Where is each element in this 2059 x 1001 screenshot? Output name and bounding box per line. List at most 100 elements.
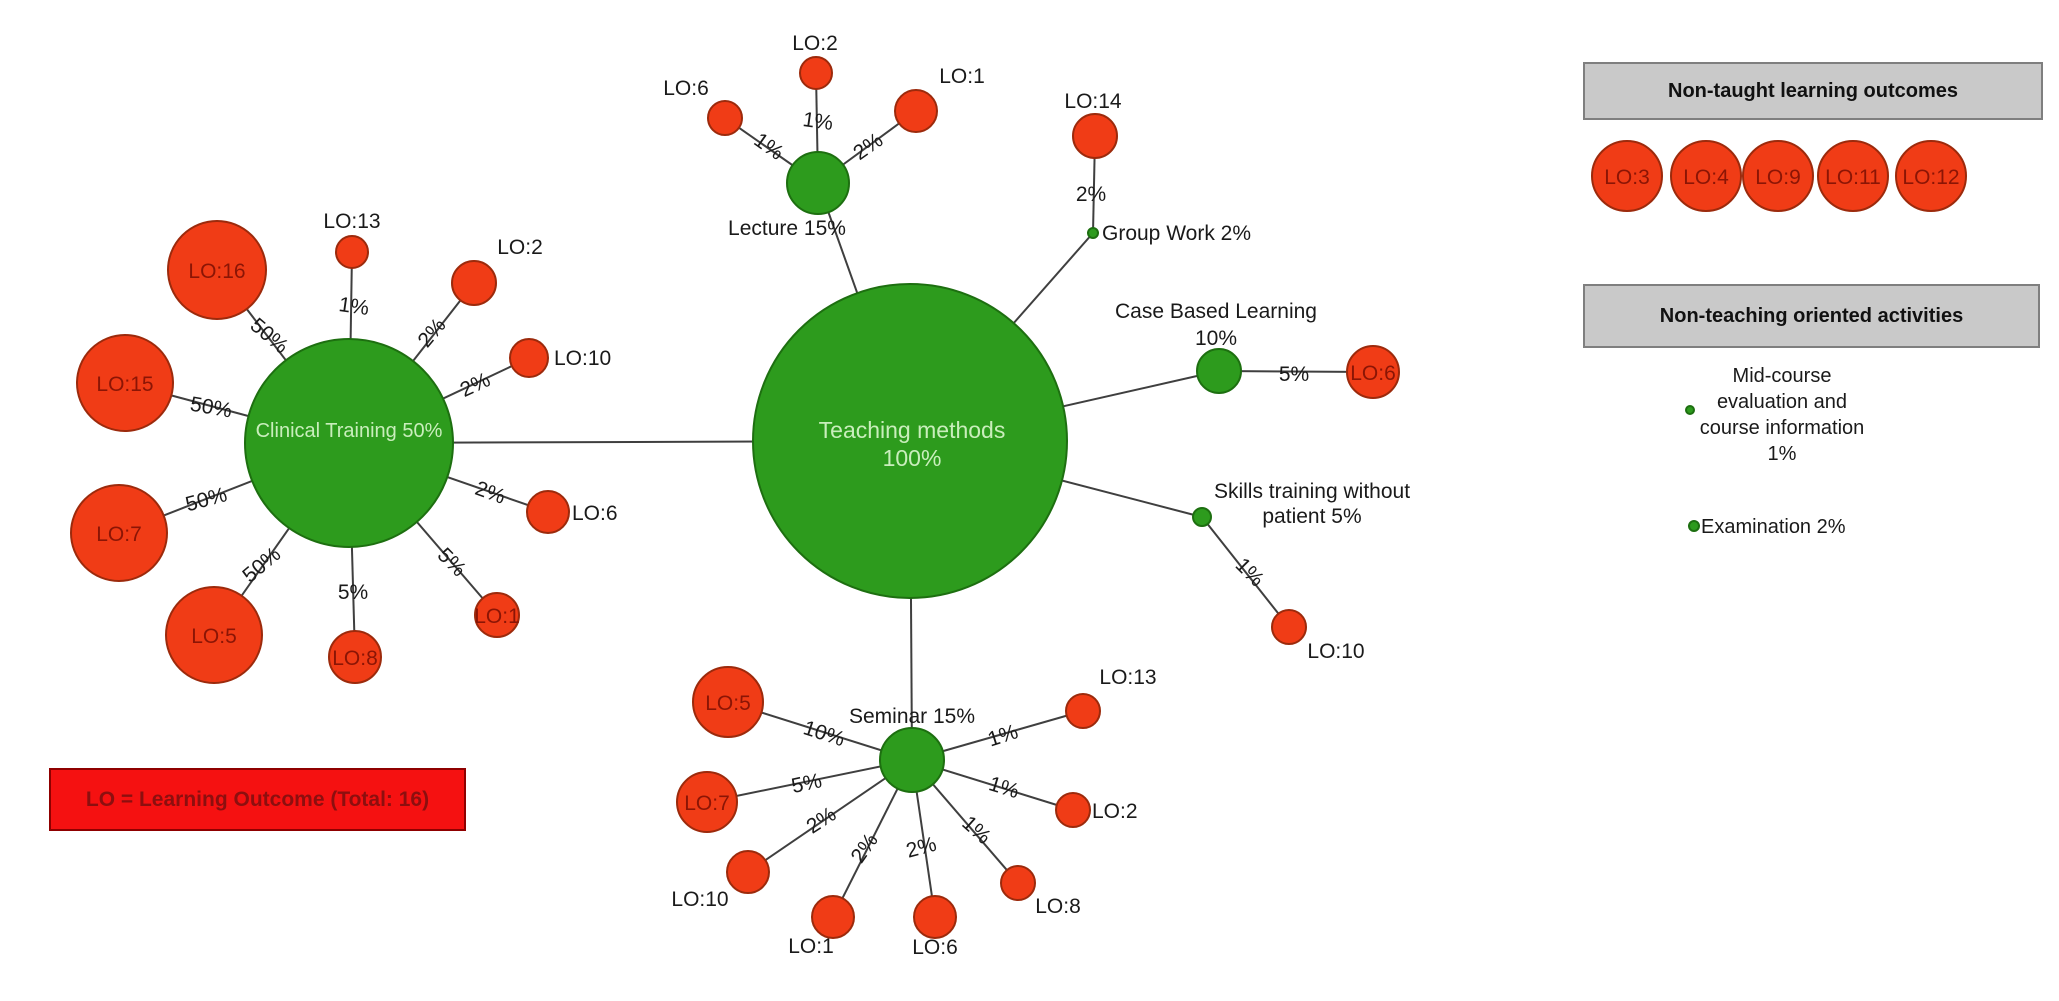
- label-g-lo14: LO:14: [1064, 90, 1122, 113]
- label-c-lo5: LO:5: [191, 625, 237, 648]
- edge-label-clinical-c-lo1: 5%: [433, 544, 471, 582]
- label-cb-lo6: LO:6: [1350, 362, 1396, 385]
- label-cbl: 10%: [1195, 327, 1237, 350]
- label-midcourse-dot: course information: [1700, 417, 1865, 439]
- node-midcourse-dot: [1685, 405, 1695, 415]
- label-n-lo3: LO:3: [1604, 166, 1650, 189]
- label-midcourse-dot: Mid-course: [1733, 365, 1832, 387]
- label-teaching: Teaching methods: [819, 417, 1006, 443]
- label-se-lo2: LO:2: [1092, 800, 1138, 823]
- label-se-lo1: LO:1: [788, 935, 834, 958]
- edge-label-clinical-c-lo13: 1%: [337, 293, 370, 320]
- edge-label-clinical-c-lo6: 2%: [472, 477, 508, 509]
- label-midcourse-dot: evaluation and: [1717, 391, 1847, 413]
- label-teaching: 100%: [883, 445, 942, 471]
- label-se-lo7: LO:7: [684, 792, 730, 815]
- edge-seminar-se-lo7: [706, 759, 913, 803]
- non-teaching-header: Non-teaching oriented activities: [1583, 284, 2040, 348]
- label-c-lo13: LO:13: [323, 210, 380, 233]
- node-se-lo10: [726, 850, 770, 894]
- label-groupwork-dot: Group Work 2%: [1102, 222, 1251, 245]
- label-seminar: Seminar 15%: [849, 705, 975, 728]
- node-l-lo1: [894, 89, 938, 133]
- node-c-lo8: [328, 630, 382, 684]
- node-c-lo1: [474, 592, 520, 638]
- label-midcourse-dot: 1%: [1768, 443, 1797, 465]
- node-exam-dot: [1688, 520, 1700, 532]
- label-c-lo7: LO:7: [96, 523, 142, 546]
- label-c-lo1: LO:1: [474, 605, 520, 628]
- labels: 50%1%2%2%50%50%50%5%5%2%1%1%2%2%5%1%10%5…: [96, 32, 1959, 959]
- node-n-lo9: [1742, 140, 1814, 212]
- node-cbl: [1196, 348, 1242, 394]
- label-se-lo10: LO:10: [671, 888, 728, 911]
- label-n-lo11: LO:11: [1825, 166, 1881, 189]
- label-s-lo10: LO:10: [1307, 640, 1364, 663]
- label-n-lo4: LO:4: [1683, 166, 1729, 189]
- label-l-lo6: LO:6: [663, 77, 709, 100]
- node-c-lo6: [526, 490, 570, 534]
- label-se-lo8: LO:8: [1035, 895, 1081, 918]
- node-c-lo15: [76, 334, 174, 432]
- label-c-lo16: LO:16: [188, 260, 245, 283]
- node-l-lo2: [799, 56, 833, 90]
- edge-label-cbl-cb-lo6: 5%: [1279, 363, 1309, 386]
- node-c-lo10: [509, 338, 549, 378]
- edge-label-seminar-se-lo2: 1%: [986, 772, 1022, 803]
- label-lecture: Lecture 15%: [728, 217, 846, 240]
- label-n-lo9: LO:9: [1755, 166, 1801, 189]
- node-s-lo10: [1271, 609, 1307, 645]
- node-c-lo5: [165, 586, 263, 684]
- label-skills-dot: Skills training without: [1214, 480, 1410, 503]
- label-se-lo5: LO:5: [705, 692, 751, 715]
- edge-label-seminar-se-lo13: 1%: [985, 720, 1021, 751]
- node-se-lo6: [913, 895, 957, 939]
- edge-label-seminar-se-lo10: 2%: [802, 803, 840, 839]
- edge-label-seminar-se-lo7: 5%: [789, 769, 823, 798]
- node-se-lo8: [1000, 865, 1036, 901]
- node-se-lo1: [811, 895, 855, 939]
- node-g-lo14: [1072, 113, 1118, 159]
- node-c-lo7: [70, 484, 168, 582]
- edge-label-clinical-c-lo10: 2%: [457, 368, 494, 402]
- edge-label-lecture-l-lo2: 1%: [801, 108, 834, 135]
- edge-label-lecture-l-lo1: 2%: [849, 129, 887, 165]
- label-c-lo8: LO:8: [332, 647, 378, 670]
- edge-label-seminar-se-lo6: 2%: [904, 833, 939, 863]
- edge-label-seminar-se-lo5: 10%: [800, 716, 847, 751]
- node-teaching: [752, 283, 1068, 599]
- edge-seminar-se-lo10: [747, 759, 913, 873]
- edge-label-clinical-c-lo15: 50%: [188, 393, 233, 423]
- edge-label-clinical-c-lo16: 50%: [246, 314, 293, 359]
- node-skills-dot: [1192, 507, 1212, 527]
- node-l-lo6: [707, 100, 743, 136]
- label-se-lo6: LO:6: [912, 936, 958, 959]
- edge-label-lecture-l-lo6: 1%: [750, 129, 788, 165]
- node-se-lo7: [676, 771, 738, 833]
- label-exam-dot: Examination 2%: [1701, 516, 1846, 538]
- edge-label-groupwork-dot-g-lo14: 2%: [1076, 183, 1106, 206]
- label-l-lo1: LO:1: [939, 65, 985, 88]
- label-cbl: Case Based Learning: [1115, 300, 1317, 323]
- node-se-lo2: [1055, 792, 1091, 828]
- edge-label-seminar-se-lo8: 1%: [957, 811, 995, 848]
- node-clinical: [244, 338, 454, 548]
- edge-label-seminar-se-lo1: 2%: [847, 829, 883, 867]
- node-groupwork-dot: [1087, 227, 1099, 239]
- node-n-lo12: [1895, 140, 1967, 212]
- edge-skills-dot-s-lo10: [1201, 516, 1290, 628]
- label-c-lo2: LO:2: [497, 236, 543, 259]
- label-l-lo2: LO:2: [792, 32, 838, 55]
- node-lecture: [786, 151, 850, 215]
- node-c-lo2: [451, 260, 497, 306]
- label-c-lo15: LO:15: [96, 373, 153, 396]
- lo-legend-note: LO = Learning Outcome (Total: 16): [49, 768, 466, 831]
- label-n-lo12: LO:12: [1902, 166, 1959, 189]
- label-c-lo6: LO:6: [572, 502, 618, 525]
- node-n-lo11: [1817, 140, 1889, 212]
- label-skills-dot: patient 5%: [1262, 505, 1361, 528]
- label-clinical: Clinical Training 50%: [256, 420, 443, 442]
- node-n-lo3: [1591, 140, 1663, 212]
